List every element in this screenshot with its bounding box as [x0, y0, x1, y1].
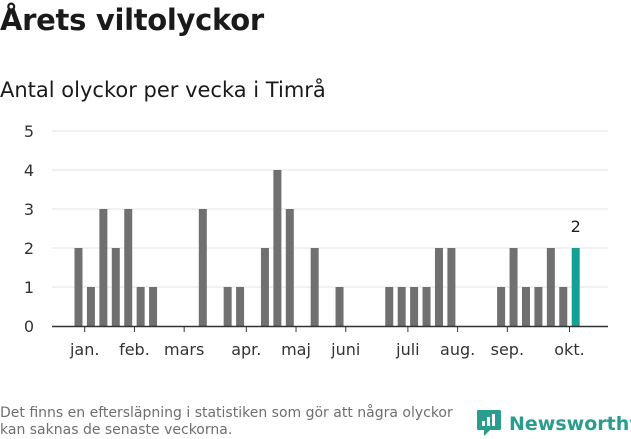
bar — [310, 248, 319, 326]
bar — [236, 287, 245, 326]
x-tick-label: okt. — [554, 340, 584, 359]
bar — [260, 248, 269, 326]
brand-name: Newsworthy — [509, 413, 631, 435]
bar — [124, 209, 133, 326]
bar — [410, 287, 419, 326]
newsworthy-logo-icon — [477, 410, 501, 436]
bar — [136, 287, 145, 326]
bar — [86, 287, 95, 326]
y-tick-label: 1 — [24, 278, 34, 297]
chart-title: Årets viltolyckor — [0, 3, 264, 37]
bar — [434, 248, 443, 326]
bar — [559, 287, 568, 326]
bar — [447, 248, 456, 326]
bar — [99, 209, 108, 326]
bar — [273, 170, 282, 326]
bar — [111, 248, 120, 326]
brand-logo: Newsworthy — [476, 409, 631, 439]
bar — [149, 287, 158, 326]
y-tick-label: 4 — [24, 161, 34, 180]
x-tick-label: juni — [330, 340, 360, 359]
bar — [198, 209, 207, 326]
x-tick-label: sep. — [491, 340, 524, 359]
y-tick-label: 3 — [24, 200, 34, 219]
bar — [74, 248, 83, 326]
x-tick-label: maj — [281, 340, 311, 359]
x-tick-label: juli — [395, 340, 419, 359]
x-tick-label: aug. — [440, 340, 475, 359]
x-tick-label: jan. — [69, 340, 99, 359]
bar-chart: 0 1 2 3 4 5 2 jan. feb. mars apr. maj juni juli aug. se… — [24, 122, 608, 359]
chart-subtitle: Antal olyckor per vecka i Timrå — [0, 78, 326, 102]
bar — [223, 287, 232, 326]
data-label: 2 — [571, 217, 581, 236]
bar — [534, 287, 543, 326]
bar — [335, 287, 344, 326]
bar — [497, 287, 506, 326]
bar — [385, 287, 394, 326]
y-tick-label: 2 — [24, 239, 34, 258]
bar — [422, 287, 431, 326]
x-tick-label: mars — [164, 340, 204, 359]
bar — [509, 248, 518, 326]
x-tick-label: apr. — [231, 340, 261, 359]
y-tick-label: 5 — [24, 122, 34, 141]
y-tick-label: 0 — [24, 317, 34, 336]
x-tick-label: feb. — [119, 340, 150, 359]
bar — [285, 209, 294, 326]
bar — [546, 248, 555, 326]
bar-highlight — [571, 248, 580, 326]
footnote: Det finns en eftersläpning i statistiken… — [0, 405, 453, 438]
bar — [397, 287, 406, 326]
bar — [521, 287, 530, 326]
